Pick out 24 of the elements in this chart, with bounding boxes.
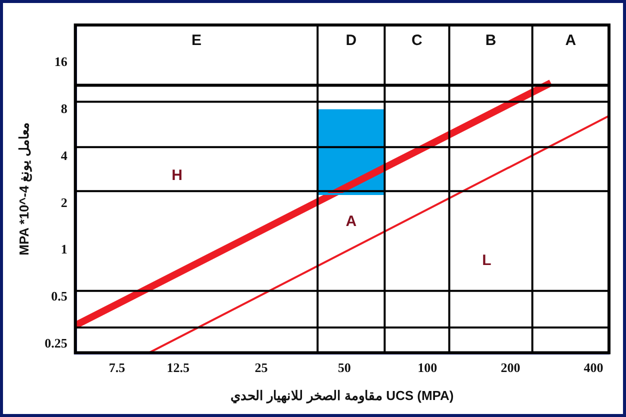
y-tick-label: 1 [60,242,68,257]
y-tick-label: 0.5 [51,288,68,304]
x-tick-label: 200 [500,360,520,375]
x-tick-label: 25 [254,360,268,375]
y-tick-label: 8 [60,101,68,116]
y-tick-label: 0.25 [44,336,68,351]
annotation: A [565,32,576,50]
x-tick-label: 7.5 [108,360,126,375]
annotation: B [485,32,496,50]
annotation: D [346,32,357,50]
annotation: C [412,32,423,50]
annotation: A [346,212,357,230]
annotation: E [191,32,202,50]
y-tick-label: 2 [60,194,68,210]
annotation: L [482,252,492,270]
x-axis-title: مقاومة الصخر للانهيار الحدي UCS (MPA) [230,388,454,404]
y-axis-title: MPA *10^-4 معامل يونغ [16,122,32,256]
x-tick-label: 100 [418,360,438,375]
y-tick-label: 4 [60,148,68,163]
y-tick-label: 16 [54,54,68,70]
x-tick-label: 12.5 [166,360,190,375]
annotation: H [172,166,183,184]
x-tick-label: 50 [338,360,351,375]
x-tick-label: 400 [584,360,604,375]
